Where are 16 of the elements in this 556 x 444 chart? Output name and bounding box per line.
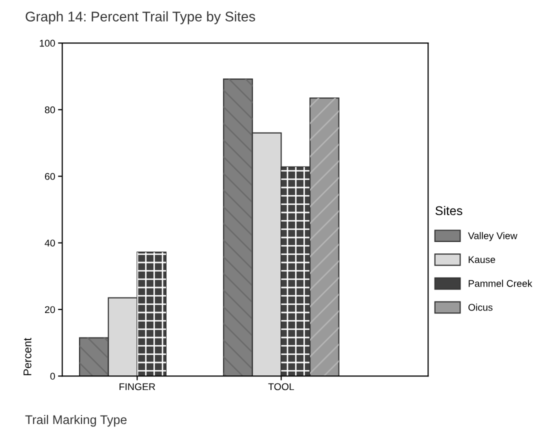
legend-label: Oicus bbox=[468, 304, 492, 311]
y-tick-label: 80 bbox=[44, 106, 55, 114]
x-tick-label: FINGER bbox=[120, 383, 156, 390]
legend-title: Sites bbox=[435, 206, 462, 216]
y-tick-label: 100 bbox=[40, 40, 55, 47]
chart-title: Graph 14: Percent Trail Type by Sites bbox=[26, 11, 256, 24]
legend-label: Valley View bbox=[468, 232, 518, 242]
y-axis-title: Percent bbox=[24, 338, 32, 376]
y-tick-label: 60 bbox=[45, 173, 55, 180]
y-tick-label: 20 bbox=[45, 306, 55, 314]
legend-label: Kause bbox=[468, 256, 496, 264]
legend-label: Pammel Creek bbox=[468, 280, 532, 287]
y-tick-label: 40 bbox=[44, 240, 55, 246]
x-axis-title: Trail Marking Type bbox=[25, 414, 127, 427]
y-tick-label: 0 bbox=[50, 372, 55, 380]
x-tick-label: TOOL bbox=[268, 383, 294, 390]
